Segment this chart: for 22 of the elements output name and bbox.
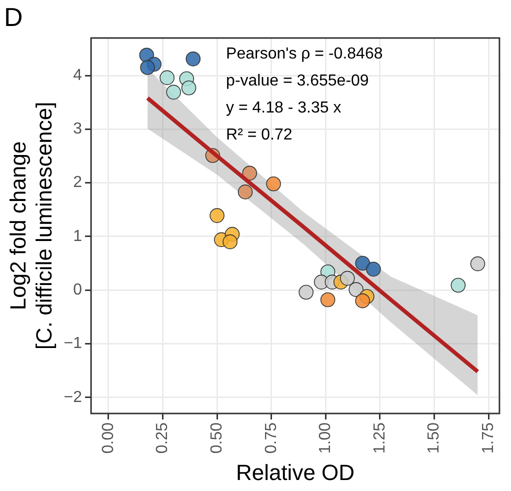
- chart-title: D: [4, 2, 23, 32]
- x-axis-title: Relative OD: [236, 460, 355, 485]
- y-tick-label: 1: [73, 228, 82, 245]
- x-tick-label: 1.75: [480, 422, 497, 454]
- x-tick-label: 1.50: [426, 422, 443, 454]
- x-tick-label: 0.00: [100, 422, 117, 454]
- y-tick-label: −1: [64, 335, 82, 352]
- y-tick-label: 0: [73, 282, 82, 298]
- x-tick-label: 0.25: [154, 422, 172, 454]
- annotation: y = 4.18 - 3.35 x: [226, 99, 342, 116]
- x-tick-label: 1.25: [371, 422, 388, 454]
- x-tick-label: 0.50: [208, 422, 226, 454]
- annotation: p-value = 3.655e-09: [226, 72, 369, 90]
- y-axis-title: Log2 fold change [C. difficile luminescence]: [5, 102, 57, 350]
- x-tick-label: 1.00: [317, 422, 334, 454]
- annotation: R² = 0.72: [226, 126, 292, 144]
- y-tick-label: −2: [64, 388, 82, 406]
- y-tick-label: 2: [73, 174, 82, 192]
- annotation: Pearson's ρ = -0.8468: [226, 45, 383, 62]
- y-tick-label: 4: [73, 66, 82, 84]
- y-tick-label: 3: [73, 120, 82, 138]
- x-tick-label: 0.75: [262, 422, 280, 454]
